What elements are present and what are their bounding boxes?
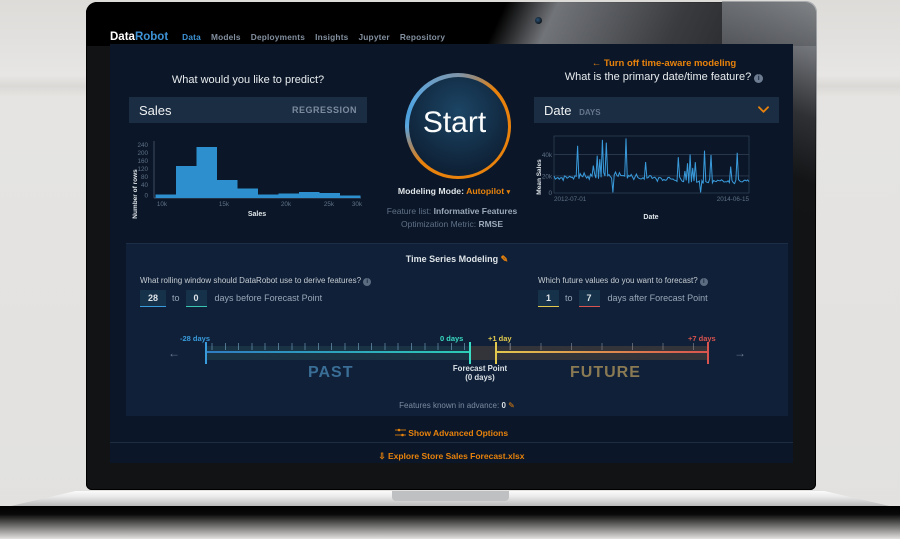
svg-text:10k: 10k xyxy=(157,201,168,208)
svg-text:160: 160 xyxy=(137,158,148,165)
svg-text:0: 0 xyxy=(548,190,552,197)
svg-text:80: 80 xyxy=(141,174,149,181)
svg-text:Sales: Sales xyxy=(248,211,266,218)
svg-text:40k: 40k xyxy=(542,152,553,159)
svg-text:20k: 20k xyxy=(281,201,292,208)
svg-text:120: 120 xyxy=(137,166,148,173)
svg-text:200: 200 xyxy=(137,150,148,157)
svg-text:2012-07-01: 2012-07-01 xyxy=(554,196,587,203)
svg-text:15k: 15k xyxy=(219,201,230,208)
svg-text:Number of rows: Number of rows xyxy=(132,169,139,219)
svg-text:20k: 20k xyxy=(542,174,553,181)
svg-text:0: 0 xyxy=(144,193,148,200)
svg-text:40: 40 xyxy=(141,182,149,189)
svg-text:2014-06-15: 2014-06-15 xyxy=(717,196,750,203)
svg-text:240: 240 xyxy=(137,142,148,149)
svg-text:Date: Date xyxy=(643,214,658,221)
svg-text:25k: 25k xyxy=(324,201,335,208)
